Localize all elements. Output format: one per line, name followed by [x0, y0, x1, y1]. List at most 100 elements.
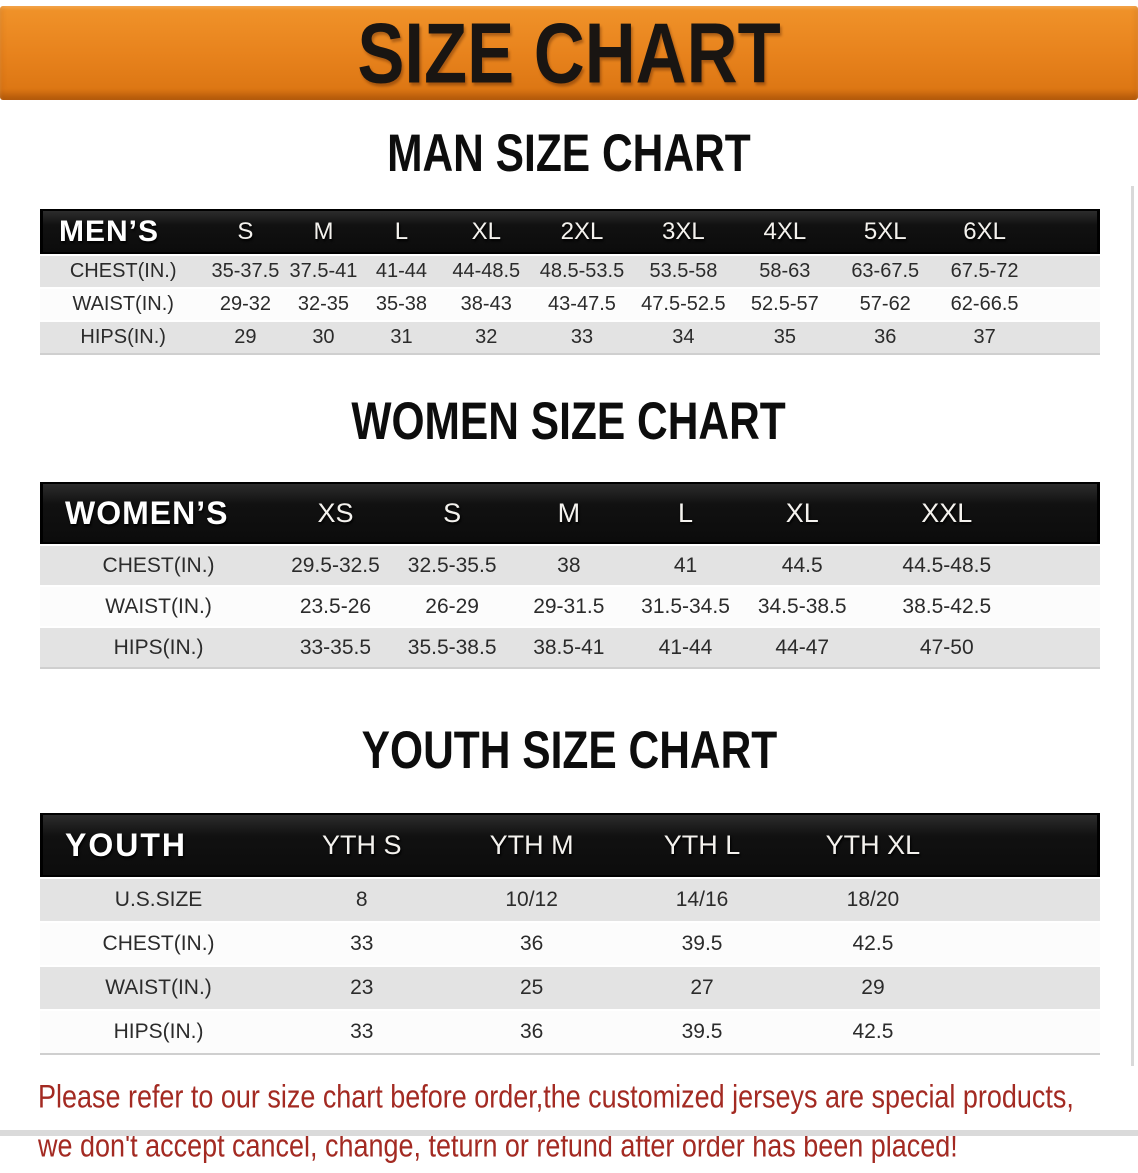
row-label-cell: U.S.SIZE [40, 879, 278, 921]
value-cell: 38 [510, 546, 628, 585]
value-cell: 18/20 [787, 879, 959, 921]
measurement-row: CHEST(IN.) 35-37.5 37.5-41 41-44 44-48.5 48.5… [40, 256, 1100, 287]
value-cell: 47.5-52.5 [631, 289, 735, 320]
value-cell: 57-62 [834, 289, 936, 320]
value-cell: 47-50 [860, 628, 1034, 669]
size-header-cell: L [362, 209, 441, 254]
measurement-row: U.S.SIZE 8 10/12 14/16 18/20 [40, 879, 1100, 921]
spacer-cell [1033, 546, 1100, 585]
size-header-cell: L [627, 482, 744, 544]
row-label-cell: WAIST(IN.) [40, 967, 278, 1009]
right-edge-divider [1131, 186, 1134, 1066]
value-cell: 34 [631, 322, 735, 355]
size-header-cell: YTH M [446, 813, 617, 877]
spacer-cell [1033, 628, 1100, 669]
row-label-cell: HIPS(IN.) [40, 628, 278, 669]
value-cell: 32.5-35.5 [393, 546, 511, 585]
value-cell: 33-35.5 [277, 628, 394, 669]
table-title-cell: YOUTH [40, 813, 278, 877]
value-cell: 27 [616, 967, 788, 1009]
spacer-cell [958, 813, 1100, 877]
value-cell: 25 [446, 967, 617, 1009]
row-label-cell: WAIST(IN.) [40, 289, 207, 320]
row-label-cell: HIPS(IN.) [40, 1011, 278, 1055]
spacer-cell [1033, 209, 1100, 254]
value-cell: 31.5-34.5 [627, 587, 744, 626]
youth-size-table: YOUTH YTH S YTH M YTH L YTH XL U.S.SIZE 8 10/12… [40, 811, 1100, 1057]
measurement-row: CHEST(IN.) 29.5-32.5 32.5-35.5 38 41 44.5 44.5… [40, 546, 1100, 585]
value-cell: 52.5-57 [734, 289, 835, 320]
value-cell: 36 [446, 923, 617, 965]
measurement-row: WAIST(IN.) 23 25 27 29 [40, 967, 1100, 1009]
spacer-cell [1033, 322, 1100, 355]
value-cell: 48.5-53.5 [532, 256, 632, 287]
value-cell: 38.5-42.5 [860, 587, 1034, 626]
measurement-row: WAIST(IN.) 29-32 32-35 35-38 38-43 43-47.5 47.… [40, 289, 1100, 320]
value-cell: 14/16 [616, 879, 788, 921]
size-header-cell: YTH L [616, 813, 788, 877]
spacer-cell [1033, 587, 1100, 626]
value-cell: 29-31.5 [510, 587, 628, 626]
value-cell: 44-47 [743, 628, 861, 669]
women-size-chart-heading: WOMEN SIZE CHART [0, 395, 1138, 458]
measurement-row: HIPS(IN.) 33-35.5 35.5-38.5 38.5-41 41-44 44-… [40, 628, 1100, 669]
size-header-cell: YTH S [277, 813, 447, 877]
value-cell: 42.5 [787, 1011, 959, 1055]
measurement-row: WAIST(IN.) 23.5-26 26-29 29-31.5 31.5-34.5 34… [40, 587, 1100, 626]
size-header-cell: XS [277, 482, 394, 544]
bottom-edge-divider [0, 1130, 1138, 1136]
row-label-cell: HIPS(IN.) [40, 322, 207, 355]
man-size-chart-heading-text: MAN SIZE CHART [387, 123, 751, 183]
value-cell: 44.5-48.5 [860, 546, 1034, 585]
value-cell: 38-43 [440, 289, 533, 320]
table-title-cell: WOMEN’S [40, 482, 278, 544]
value-cell: 35-37.5 [206, 256, 285, 287]
row-label-cell: CHEST(IN.) [40, 923, 278, 965]
size-header-cell: 5XL [834, 209, 936, 254]
measurement-row: CHEST(IN.) 33 36 39.5 42.5 [40, 923, 1100, 965]
value-cell: 62-66.5 [935, 289, 1034, 320]
value-cell: 41 [627, 546, 744, 585]
spacer-cell [958, 879, 1100, 921]
value-cell: 37 [935, 322, 1034, 355]
value-cell: 10/12 [446, 879, 617, 921]
value-cell: 34.5-38.5 [743, 587, 861, 626]
value-cell: 41-44 [362, 256, 441, 287]
row-label-cell: WAIST(IN.) [40, 587, 278, 626]
size-header-cell: XL [743, 482, 861, 544]
size-header-cell: 6XL [935, 209, 1034, 254]
size-header-cell: XL [440, 209, 533, 254]
spacer-cell [958, 923, 1100, 965]
size-header-row: WOMEN’S XS S M L XL XXL [40, 482, 1100, 544]
spacer-cell [1033, 482, 1100, 544]
order-disclaimer: Please refer to our size chart before or… [38, 1075, 1138, 1173]
value-cell: 37.5-41 [284, 256, 363, 287]
size-header-cell: M [510, 482, 628, 544]
size-header-cell: 3XL [631, 209, 735, 254]
size-header-cell: 4XL [734, 209, 835, 254]
value-cell: 42.5 [787, 923, 959, 965]
value-cell: 29 [787, 967, 959, 1009]
spacer-cell [1033, 256, 1100, 287]
disclaimer-line-1-text: Please refer to our size chart before or… [38, 1078, 1074, 1115]
value-cell: 32-35 [284, 289, 363, 320]
value-cell: 53.5-58 [631, 256, 735, 287]
spacer-cell [1033, 289, 1100, 320]
value-cell: 36 [446, 1011, 617, 1055]
value-cell: 39.5 [616, 923, 788, 965]
value-cell: 38.5-41 [510, 628, 628, 669]
value-cell: 41-44 [627, 628, 744, 669]
value-cell: 29 [206, 322, 285, 355]
value-cell: 33 [277, 923, 447, 965]
table-title-cell: MEN’S [40, 209, 207, 254]
measurement-row: HIPS(IN.) 29 30 31 32 33 34 35 36 37 [40, 322, 1100, 355]
page-title: SIZE CHART [357, 5, 781, 101]
value-cell: 35 [734, 322, 835, 355]
value-cell: 44-48.5 [440, 256, 533, 287]
row-label-cell: CHEST(IN.) [40, 546, 278, 585]
size-header-cell: YTH XL [787, 813, 959, 877]
youth-size-chart-heading-text: YOUTH SIZE CHART [361, 720, 777, 780]
value-cell: 29-32 [206, 289, 285, 320]
size-header-cell: S [206, 209, 285, 254]
value-cell: 39.5 [616, 1011, 788, 1055]
